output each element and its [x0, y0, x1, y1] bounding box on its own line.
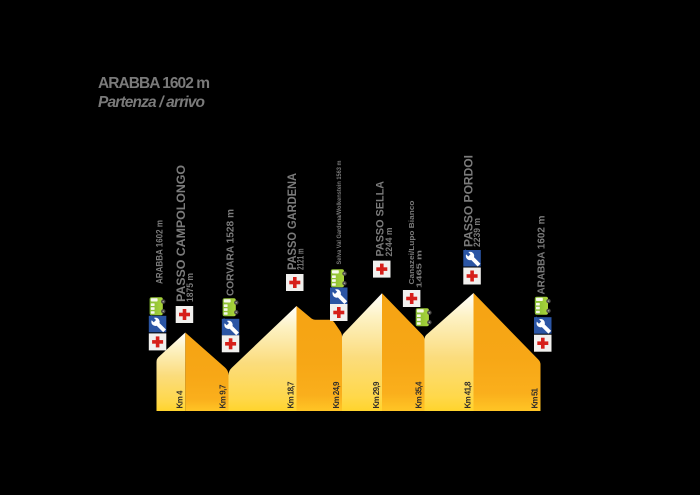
svg-text:PASSO GARDENA: PASSO GARDENA — [287, 173, 299, 270]
svg-text:Km 9,7: Km 9,7 — [219, 384, 228, 409]
svg-text:Selva Val Gardena/Wolkenstein: Selva Val Gardena/Wolkenstein 1563 m — [336, 160, 343, 264]
svg-text:1875 m: 1875 m — [185, 273, 195, 302]
svg-text:Km 51: Km 51 — [531, 387, 540, 408]
svg-text:2121 m: 2121 m — [296, 249, 306, 271]
svg-text:ARABBA 1602 m: ARABBA 1602 m — [155, 220, 165, 284]
svg-text:Km 4: Km 4 — [175, 390, 184, 409]
svg-text:Km 29,9: Km 29,9 — [372, 381, 381, 409]
svg-text:Km 41,8: Km 41,8 — [464, 381, 473, 409]
svg-text:ARABBA 1602 m: ARABBA 1602 m — [98, 75, 210, 92]
svg-text:Km 18,7: Km 18,7 — [287, 381, 296, 409]
svg-text:PASSO CAMPOLONGO: PASSO CAMPOLONGO — [174, 165, 188, 302]
svg-text:CORVARA 1528 m: CORVARA 1528 m — [225, 209, 237, 296]
svg-text:Km 35,4: Km 35,4 — [415, 381, 424, 409]
svg-text:PASSO SELLA: PASSO SELLA — [375, 181, 387, 257]
svg-text:1465 m: 1465 m — [417, 250, 424, 288]
svg-text:2239 m: 2239 m — [472, 218, 482, 247]
svg-text:PASSO PORDOI: PASSO PORDOI — [464, 155, 476, 247]
svg-text:Canazei/Lupo Bianco: Canazei/Lupo Bianco — [409, 201, 416, 285]
svg-text:Partenza / arrivo: Partenza / arrivo — [98, 94, 205, 111]
svg-text:ARABBA 1602 m: ARABBA 1602 m — [537, 215, 548, 294]
svg-text:Km 24,9: Km 24,9 — [332, 381, 341, 409]
svg-text:2244 m: 2244 m — [384, 228, 394, 257]
